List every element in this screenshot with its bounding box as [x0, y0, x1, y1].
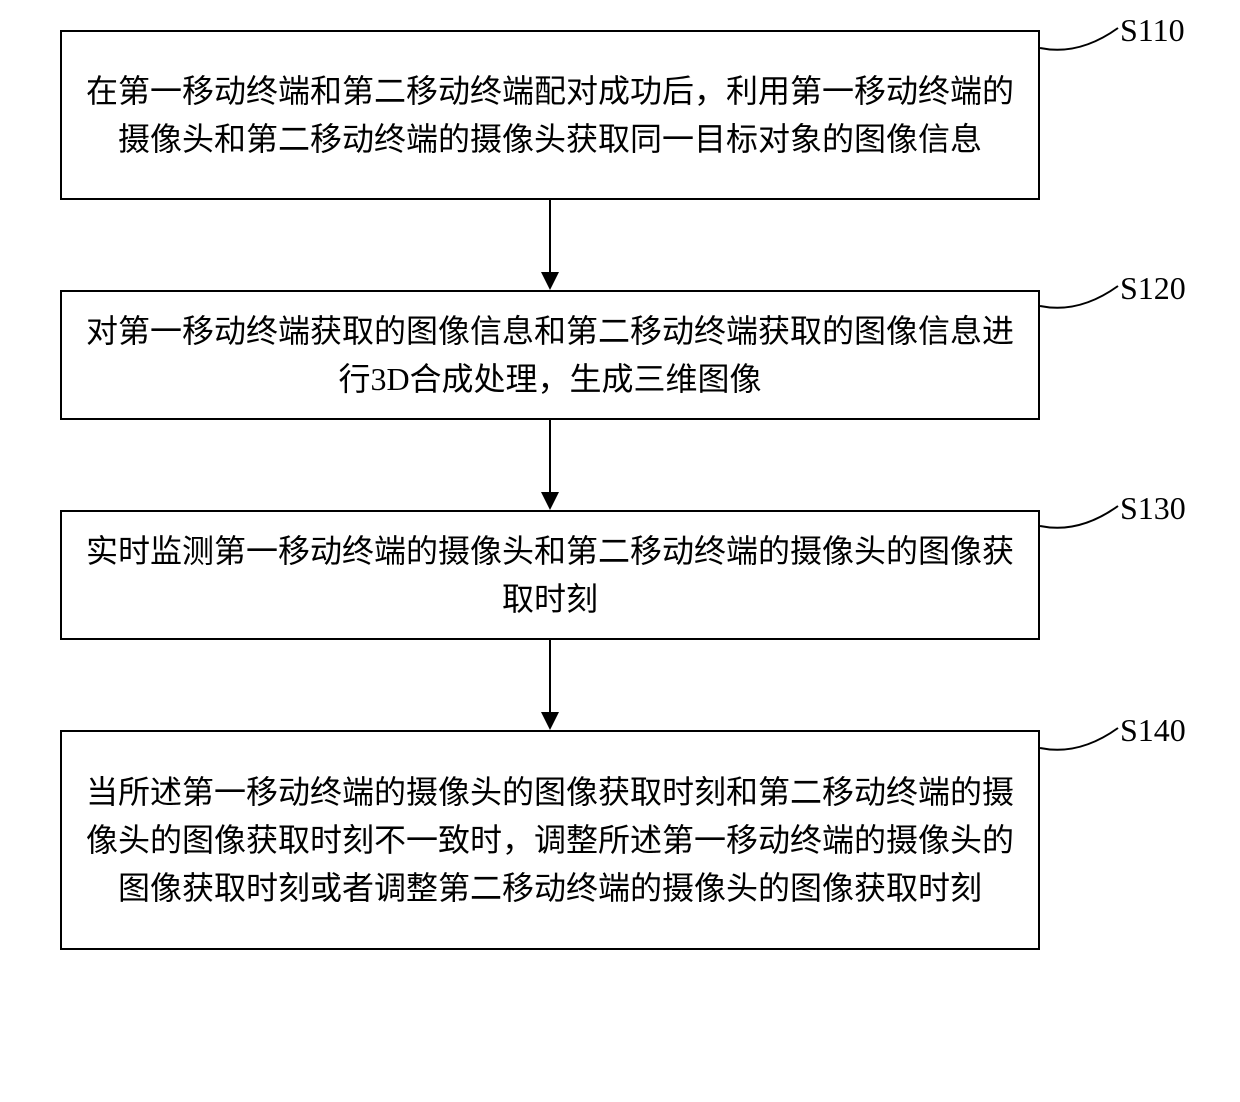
step-text: 在第一移动终端和第二移动终端配对成功后，利用第一移动终端的摄像头和第二移动终端的… — [82, 67, 1018, 163]
step-label-s140: S140 — [1120, 712, 1186, 749]
arrow-line-3 — [549, 640, 551, 712]
leader-line-s110 — [1035, 23, 1123, 63]
arrow-head-icon-3 — [541, 712, 559, 730]
arrow-head-icon-2 — [541, 492, 559, 510]
step-text: 实时监测第一移动终端的摄像头和第二移动终端的摄像头的图像获取时刻 — [82, 527, 1018, 623]
flowchart-canvas: 在第一移动终端和第二移动终端配对成功后，利用第一移动终端的摄像头和第二移动终端的… — [0, 0, 1240, 1102]
step-label-s130: S130 — [1120, 490, 1186, 527]
step-text: 对第一移动终端获取的图像信息和第二移动终端获取的图像信息进行3D合成处理，生成三… — [82, 307, 1018, 403]
step-text: 当所述第一移动终端的摄像头的图像获取时刻和第二移动终端的摄像头的图像获取时刻不一… — [82, 768, 1018, 912]
step-label-s110: S110 — [1120, 12, 1185, 49]
step-box-s120: 对第一移动终端获取的图像信息和第二移动终端获取的图像信息进行3D合成处理，生成三… — [60, 290, 1040, 420]
step-label-s120: S120 — [1120, 270, 1186, 307]
arrow-head-icon-1 — [541, 272, 559, 290]
step-box-s110: 在第一移动终端和第二移动终端配对成功后，利用第一移动终端的摄像头和第二移动终端的… — [60, 30, 1040, 200]
step-box-s140: 当所述第一移动终端的摄像头的图像获取时刻和第二移动终端的摄像头的图像获取时刻不一… — [60, 730, 1040, 950]
leader-line-s140 — [1035, 723, 1123, 763]
step-box-s130: 实时监测第一移动终端的摄像头和第二移动终端的摄像头的图像获取时刻 — [60, 510, 1040, 640]
arrow-line-1 — [549, 200, 551, 272]
arrow-line-2 — [549, 420, 551, 492]
leader-line-s130 — [1035, 501, 1123, 541]
leader-line-s120 — [1035, 281, 1123, 321]
